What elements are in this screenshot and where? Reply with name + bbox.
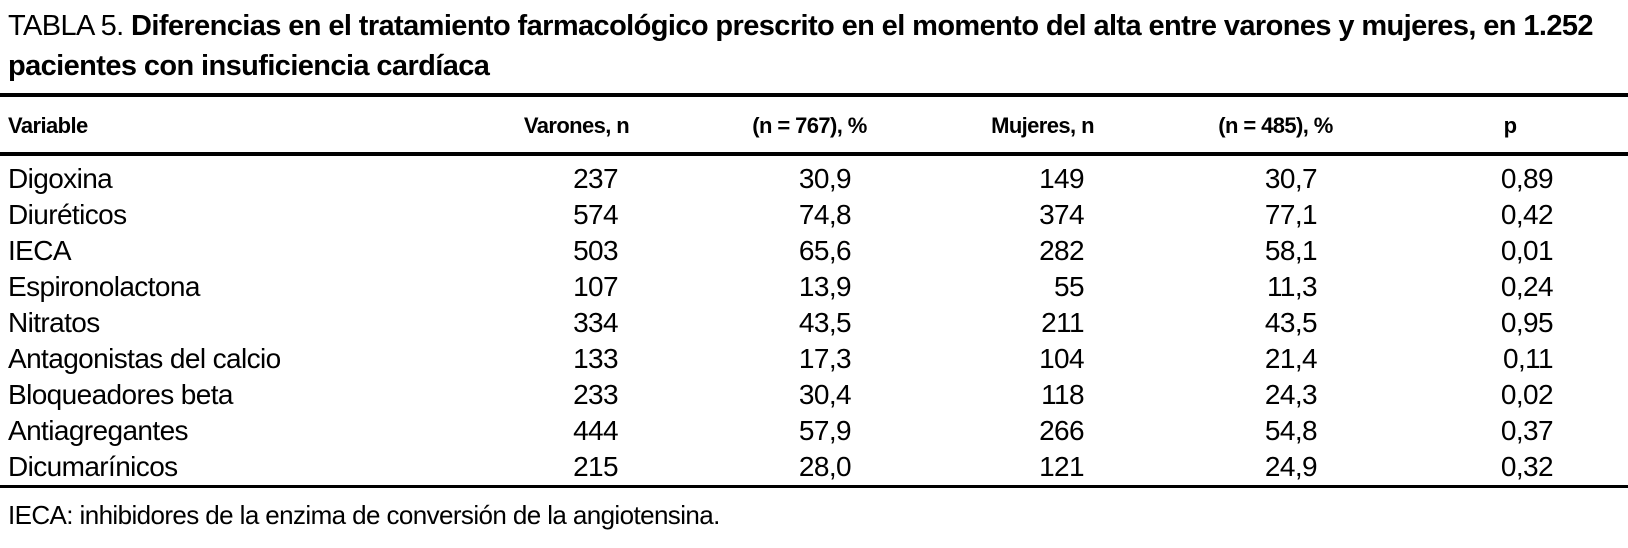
cell-variable: Espironolactona bbox=[8, 271, 200, 302]
cell-varones_pct: 13,9 bbox=[798, 271, 852, 302]
header-row: Variable Varones, n (n = 767), % Mujeres… bbox=[0, 93, 1628, 156]
cell-mujeres_pct: 43,5 bbox=[1264, 307, 1318, 338]
cell-variable: Bloqueadores beta bbox=[8, 379, 233, 410]
cell-mujeres_pct: 58,1 bbox=[1264, 235, 1318, 266]
table-row: Digoxina 237 30,9 149 30,7 0,89 bbox=[0, 154, 1628, 197]
table-number: TABLA 5. bbox=[8, 10, 124, 42]
cell-mujeres_pct: 30,7 bbox=[1264, 163, 1318, 194]
cell-mujeres_pct: 21,4 bbox=[1264, 343, 1318, 374]
cell-varones_n: 237 bbox=[573, 163, 619, 194]
table-row: Antiagregantes 444 57,9 266 54,8 0,37 bbox=[0, 413, 1628, 449]
cell-mujeres_n: 149 bbox=[1039, 163, 1085, 194]
col-header-varones-pct: (n = 767), % bbox=[693, 93, 926, 156]
table-row: Espironolactona 107 13,9 55 11,3 0,24 bbox=[0, 269, 1628, 305]
cell-varones_pct: 57,9 bbox=[798, 415, 852, 446]
col-header-variable: Variable bbox=[0, 93, 460, 156]
cell-mujeres_pct: 24,9 bbox=[1264, 451, 1318, 482]
cell-varones_pct: 30,9 bbox=[798, 163, 852, 194]
cell-mujeres_n: 266 bbox=[1039, 415, 1085, 446]
table-row: Nitratos 334 43,5 211 43,5 0,95 bbox=[0, 305, 1628, 341]
cell-variable: Diuréticos bbox=[8, 199, 127, 230]
col-header-p: p bbox=[1392, 93, 1628, 156]
data-table: Variable Varones, n (n = 767), % Mujeres… bbox=[0, 93, 1628, 488]
cell-varones_n: 574 bbox=[573, 199, 619, 230]
cell-variable: Dicumarínicos bbox=[8, 451, 178, 482]
cell-p: 0,24 bbox=[1500, 271, 1554, 302]
cell-mujeres_n: 211 bbox=[1041, 307, 1084, 338]
cell-varones_pct: 74,8 bbox=[798, 199, 852, 230]
table-row: Dicumarínicos 215 28,0 121 24,9 0,32 bbox=[0, 449, 1628, 487]
cell-p: 0,02 bbox=[1500, 379, 1554, 410]
cell-variable: Nitratos bbox=[8, 307, 100, 338]
paper-table-page: TABLA 5. Diferencias en el tratamiento f… bbox=[0, 6, 1628, 548]
cell-mujeres_n: 121 bbox=[1039, 451, 1085, 482]
col-header-mujeres-pct: (n = 485), % bbox=[1159, 93, 1392, 156]
cell-varones_n: 334 bbox=[573, 307, 619, 338]
cell-varones_pct: 30,4 bbox=[798, 379, 852, 410]
cell-mujeres_n: 282 bbox=[1039, 235, 1085, 266]
cell-varones_n: 444 bbox=[573, 415, 619, 446]
table-title: TABLA 5. Diferencias en el tratamiento f… bbox=[8, 6, 1620, 86]
table-row: Antagonistas del calcio 133 17,3 104 21,4 0,1… bbox=[0, 341, 1628, 377]
cell-variable: IECA bbox=[8, 235, 72, 266]
cell-mujeres_pct: 24,3 bbox=[1264, 379, 1318, 410]
cell-mujeres_pct: 11,3 bbox=[1266, 271, 1318, 302]
cell-p: 0,89 bbox=[1500, 163, 1554, 194]
cell-varones_n: 503 bbox=[573, 235, 619, 266]
cell-varones_pct: 65,6 bbox=[798, 235, 852, 266]
cell-mujeres_n: 374 bbox=[1039, 199, 1085, 230]
table-body: Digoxina 237 30,9 149 30,7 0,89 Diuréticos 574 7… bbox=[0, 154, 1628, 487]
cell-mujeres_pct: 54,8 bbox=[1264, 415, 1318, 446]
cell-varones_n: 107 bbox=[573, 271, 619, 302]
table-footnote: IECA: inhibidores de la enzima de conver… bbox=[8, 500, 720, 530]
cell-varones_n: 133 bbox=[573, 343, 619, 374]
col-header-mujeres-n: Mujeres, n bbox=[926, 93, 1159, 156]
cell-mujeres_pct: 77,1 bbox=[1264, 199, 1318, 230]
cell-p: 0,42 bbox=[1500, 199, 1554, 230]
table-row: IECA 503 65,6 282 58,1 0,01 bbox=[0, 233, 1628, 269]
cell-mujeres_n: 55 bbox=[1054, 271, 1085, 302]
table-row: Bloqueadores beta 233 30,4 118 24,3 0,02 bbox=[0, 377, 1628, 413]
col-header-varones-n: Varones, n bbox=[460, 93, 693, 156]
cell-p: 0,11 bbox=[1502, 343, 1554, 374]
cell-varones_pct: 28,0 bbox=[798, 451, 852, 482]
table-caption: Diferencias en el tratamiento farmacológ… bbox=[8, 10, 1594, 82]
table-row: Diuréticos 574 74,8 374 77,1 0,42 bbox=[0, 197, 1628, 233]
cell-p: 0,95 bbox=[1500, 307, 1554, 338]
cell-mujeres_n: 104 bbox=[1039, 343, 1085, 374]
cell-variable: Antagonistas del calcio bbox=[8, 343, 281, 374]
cell-variable: Antiagregantes bbox=[8, 415, 189, 446]
cell-varones_pct: 17,3 bbox=[798, 343, 852, 374]
cell-mujeres_n: 118 bbox=[1041, 379, 1084, 410]
cell-varones_n: 215 bbox=[573, 451, 619, 482]
cell-variable: Digoxina bbox=[8, 163, 113, 194]
cell-p: 0,01 bbox=[1500, 235, 1554, 266]
cell-varones_n: 233 bbox=[573, 379, 619, 410]
cell-varones_pct: 43,5 bbox=[798, 307, 852, 338]
cell-p: 0,37 bbox=[1500, 415, 1554, 446]
cell-p: 0,32 bbox=[1500, 451, 1554, 482]
